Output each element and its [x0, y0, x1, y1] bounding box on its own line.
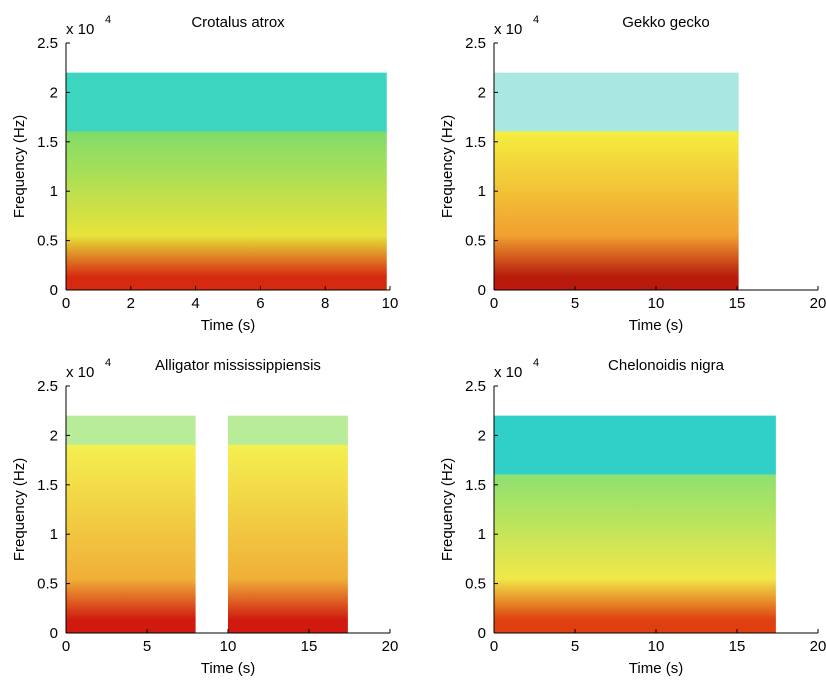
x-tick-label: 10 [648, 638, 665, 655]
x-axis-label: Time (s) [201, 660, 255, 677]
spectrogram-image [66, 415, 196, 633]
y-axis-label: Frequency (Hz) [11, 458, 28, 561]
y-axis-label: Frequency (Hz) [439, 458, 456, 561]
y-axis-label: Frequency (Hz) [11, 115, 28, 218]
y-tick-label: 0 [478, 625, 486, 642]
spectrogram-image [66, 72, 387, 290]
y-tick-label: 2 [50, 427, 58, 444]
y-offset-exponent: 4 [105, 14, 111, 26]
chart-title: Crotalus atrox [191, 14, 285, 31]
y-tick-label: 2.5 [465, 35, 486, 52]
y-tick-label: 0.5 [37, 233, 58, 250]
y-offset-label: x 10 [66, 364, 94, 381]
x-tick-label: 20 [810, 638, 826, 655]
x-tick-label: 2 [127, 295, 135, 312]
x-tick-label: 10 [648, 295, 665, 312]
y-tick-label: 0 [50, 625, 58, 642]
x-tick-label: 10 [220, 638, 237, 655]
x-tick-label: 15 [301, 638, 318, 655]
chart-title: Gekko gecko [622, 14, 710, 31]
x-tick-label: 0 [62, 295, 70, 312]
y-offset-exponent: 4 [533, 357, 539, 369]
x-tick-label: 0 [62, 638, 70, 655]
y-tick-label: 1 [478, 183, 486, 200]
spectrogram-image [228, 415, 348, 633]
spectrogram-image [494, 72, 739, 290]
x-tick-label: 20 [810, 295, 826, 312]
y-tick-label: 2.5 [37, 378, 58, 395]
y-tick-label: 2 [478, 84, 486, 101]
y-tick-label: 1 [50, 526, 58, 543]
chart-title: Chelonoidis nigra [608, 357, 725, 374]
y-tick-label: 0.5 [465, 576, 486, 593]
y-tick-label: 0.5 [465, 233, 486, 250]
x-tick-label: 5 [143, 638, 151, 655]
y-tick-label: 1.5 [37, 477, 58, 494]
x-tick-label: 5 [571, 638, 579, 655]
y-tick-label: 1.5 [37, 134, 58, 151]
y-tick-label: 1 [50, 183, 58, 200]
y-axis-label: Frequency (Hz) [439, 115, 456, 218]
y-offset-exponent: 4 [105, 357, 111, 369]
y-offset-label: x 10 [494, 364, 522, 381]
chart-title: Alligator mississippiensis [155, 357, 321, 374]
x-tick-label: 15 [729, 638, 746, 655]
x-tick-label: 0 [490, 295, 498, 312]
y-tick-label: 0 [478, 282, 486, 299]
x-tick-label: 0 [490, 638, 498, 655]
x-tick-label: 5 [571, 295, 579, 312]
y-offset-label: x 10 [66, 21, 94, 38]
x-axis-label: Time (s) [629, 660, 683, 677]
x-axis-label: Time (s) [201, 317, 255, 334]
y-tick-label: 1.5 [465, 477, 486, 494]
y-tick-label: 2 [50, 84, 58, 101]
x-tick-label: 10 [382, 295, 399, 312]
y-tick-label: 1.5 [465, 134, 486, 151]
x-tick-label: 4 [191, 295, 199, 312]
y-tick-label: 2.5 [465, 378, 486, 395]
y-tick-label: 0 [50, 282, 58, 299]
x-tick-label: 20 [382, 638, 399, 655]
x-tick-label: 15 [729, 295, 746, 312]
y-tick-label: 1 [478, 526, 486, 543]
y-offset-exponent: 4 [533, 14, 539, 26]
spectrogram-image [494, 415, 776, 633]
y-tick-label: 2 [478, 427, 486, 444]
y-tick-label: 2.5 [37, 35, 58, 52]
x-tick-label: 8 [321, 295, 329, 312]
x-tick-label: 6 [256, 295, 264, 312]
y-tick-label: 0.5 [37, 576, 58, 593]
y-offset-label: x 10 [494, 21, 522, 38]
x-axis-label: Time (s) [629, 317, 683, 334]
